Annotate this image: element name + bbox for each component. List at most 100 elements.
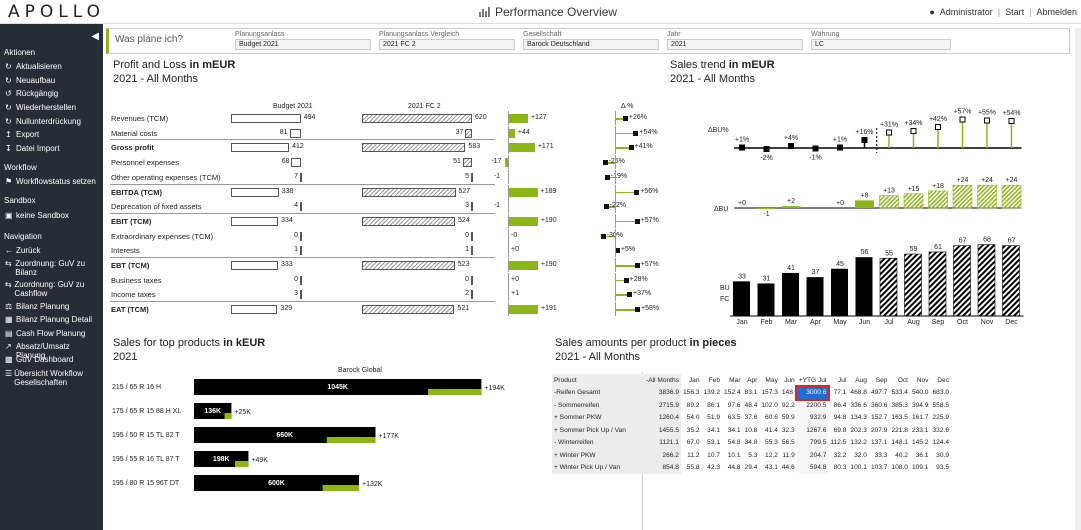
table-cell[interactable]: 336.6 bbox=[850, 401, 867, 409]
table-cell[interactable]: 44.8 bbox=[727, 464, 741, 472]
table-cell[interactable]: 468.8 bbox=[850, 389, 867, 397]
table-cell[interactable]: 540.0 bbox=[911, 389, 929, 397]
column-header[interactable]: Sep bbox=[875, 376, 888, 384]
sidebar-item-export[interactable]: ↥ Export bbox=[5, 130, 40, 139]
table-cell[interactable]: 109.1 bbox=[911, 464, 929, 472]
collapse-sidebar-icon[interactable]: ◀ bbox=[91, 31, 99, 42]
table-cell[interactable]: 204.7 bbox=[796, 449, 829, 462]
table-cell[interactable]: 394.9 bbox=[911, 401, 929, 409]
filter-planning[interactable]: Budget 2021 bbox=[235, 39, 371, 50]
table-cell[interactable]: 94.8 bbox=[833, 414, 847, 422]
sidebar-item-pl-balance[interactable]: ⇆ Zuordnung: GuV zu Bilanz bbox=[5, 259, 86, 277]
table-cell[interactable]: 80.3 bbox=[833, 464, 847, 472]
filter-company[interactable]: Barock Deutschland bbox=[523, 39, 659, 50]
table-cell[interactable]: 148. bbox=[781, 389, 795, 397]
product-name-cell[interactable]: + Sommer PKW bbox=[552, 411, 644, 424]
table-cell[interactable]: 1260.4 bbox=[644, 411, 681, 424]
sidebar-item-no-sandbox[interactable]: ▣ keine Sandbox bbox=[5, 211, 69, 220]
table-cell[interactable]: 11.2 bbox=[687, 451, 700, 459]
table-cell[interactable]: 35.2 bbox=[686, 426, 700, 434]
table-cell[interactable]: 83.1 bbox=[744, 389, 758, 397]
table-cell[interactable]: 1455.5 bbox=[644, 424, 681, 437]
table-cell[interactable]: 48.4 bbox=[744, 401, 758, 409]
table-cell[interactable]: 163.5 bbox=[891, 414, 908, 422]
column-header[interactable]: May bbox=[765, 376, 778, 384]
table-cell[interactable]: 97.6 bbox=[727, 401, 741, 409]
column-header[interactable]: Jun bbox=[784, 376, 795, 384]
table-cell[interactable]: 161.7 bbox=[911, 414, 929, 422]
table-cell[interactable]: 63.5 bbox=[727, 414, 741, 422]
column-header[interactable]: Nov bbox=[916, 376, 929, 384]
filter-comparison[interactable]: 2021 FC 2 bbox=[379, 39, 515, 50]
table-cell[interactable]: 3836.9 bbox=[644, 386, 681, 399]
sidebar-item-zero-suppression[interactable]: ↻ Nullunterdrückung bbox=[5, 117, 81, 126]
table-cell[interactable]: 11.9 bbox=[782, 451, 795, 459]
table-cell[interactable]: 10.1 bbox=[727, 451, 741, 459]
table-cell[interactable]: 2715.9 bbox=[644, 399, 681, 412]
product-name-cell[interactable]: -Reifen Gesamt bbox=[552, 386, 644, 399]
sidebar-item-sales-planning[interactable]: ↗ Absatz/Umsatz Planung bbox=[5, 342, 70, 360]
user-name[interactable]: Administrator bbox=[939, 7, 993, 17]
table-cell[interactable]: 225.9 bbox=[932, 414, 949, 422]
table-cell[interactable]: 77.1 bbox=[833, 389, 847, 397]
column-header[interactable]: Product bbox=[552, 374, 644, 387]
sidebar-item-undo[interactable]: ↺ Rückgängig bbox=[5, 89, 59, 98]
table-cell[interactable]: 103.7 bbox=[870, 464, 888, 472]
table-cell[interactable]: 34.1 bbox=[707, 426, 721, 434]
table-cell[interactable]: 108.0 bbox=[891, 464, 908, 472]
table-cell[interactable]: 134.3 bbox=[850, 414, 867, 422]
table-cell[interactable]: 332.6 bbox=[932, 426, 949, 434]
table-cell[interactable]: 157.3 bbox=[761, 389, 778, 397]
column-header[interactable]: Jul bbox=[837, 376, 847, 384]
table-cell[interactable]: 932.9 bbox=[796, 411, 829, 424]
table-cell[interactable]: 32.3 bbox=[781, 426, 795, 434]
table-cell[interactable]: 54.0 bbox=[686, 414, 700, 422]
table-cell[interactable]: 34.8 bbox=[744, 439, 758, 447]
table-cell[interactable]: 156.3 bbox=[682, 389, 700, 397]
table-cell[interactable]: 86.1 bbox=[707, 401, 721, 409]
table-cell[interactable]: 1121.1 bbox=[644, 436, 681, 449]
column-header[interactable]: Oct bbox=[897, 376, 908, 384]
table-cell[interactable]: 207.9 bbox=[870, 426, 888, 434]
product-name-cell[interactable]: + Winter PKW bbox=[552, 449, 644, 462]
table-cell[interactable]: 1267.6 bbox=[796, 424, 829, 437]
sidebar-item-balance-detail[interactable]: ▦ Bilanz Planung Detail bbox=[5, 315, 93, 324]
column-header[interactable]: Apr bbox=[747, 376, 758, 384]
table-cell[interactable]: 41.4 bbox=[765, 426, 778, 434]
table-cell[interactable]: 124.4 bbox=[932, 439, 949, 447]
table-cell[interactable]: 132.2 bbox=[850, 439, 867, 447]
table-cell[interactable]: 69.8 bbox=[833, 426, 847, 434]
sidebar-item-pl-cashflow[interactable]: ⇆ Zuordnung: GuV zu Cashflow bbox=[5, 280, 85, 298]
sidebar-item-pl-dashboard[interactable]: ▩ GuV Dashboard bbox=[5, 355, 74, 364]
sidebar-item-redo[interactable]: ↻ Wiederherstellen bbox=[5, 103, 77, 112]
table-cell[interactable]: 44.6 bbox=[781, 464, 795, 472]
table-cell[interactable]: 2200.5 bbox=[796, 399, 829, 412]
table-cell[interactable]: 93.5 bbox=[936, 464, 949, 472]
logout-link[interactable]: Abmelden bbox=[1036, 7, 1077, 17]
column-header[interactable]: Mar bbox=[729, 376, 741, 384]
product-name-cell[interactable]: + Winter Pick Up / Van bbox=[552, 461, 644, 474]
table-cell[interactable]: 152.4 bbox=[724, 389, 741, 397]
table-cell[interactable]: 854.8 bbox=[644, 461, 681, 474]
table-cell[interactable]: 34.1 bbox=[727, 426, 741, 434]
table-cell[interactable]: 32.0 bbox=[854, 451, 867, 459]
table-cell[interactable]: 92.2 bbox=[781, 401, 795, 409]
column-header[interactable]: Aug bbox=[855, 376, 867, 384]
table-cell[interactable]: 202.3 bbox=[850, 426, 867, 434]
table-cell[interactable]: 56.5 bbox=[781, 439, 795, 447]
table-cell[interactable]: 799.5 bbox=[796, 436, 829, 449]
column-header[interactable]: +YTG Jul bbox=[798, 376, 827, 384]
table-cell[interactable]: 37.6 bbox=[744, 414, 758, 422]
table-cell[interactable]: 233.1 bbox=[911, 426, 929, 434]
table-cell[interactable]: 148.1 bbox=[891, 439, 908, 447]
table-cell[interactable]: 36.1 bbox=[915, 451, 929, 459]
filter-currency[interactable]: LC bbox=[811, 39, 951, 50]
table-cell[interactable]: 533.4 bbox=[891, 389, 908, 397]
table-cell[interactable]: 89.2 bbox=[686, 401, 700, 409]
column-header[interactable]: Jan bbox=[688, 376, 700, 384]
table-cell[interactable]: 67.0 bbox=[686, 439, 700, 447]
table-cell[interactable]: 558.5 bbox=[932, 401, 949, 409]
table-cell[interactable]: 51.9 bbox=[707, 414, 721, 422]
table-cell[interactable]: 112.5 bbox=[830, 439, 847, 447]
table-cell[interactable]: 360.6 bbox=[870, 401, 888, 409]
